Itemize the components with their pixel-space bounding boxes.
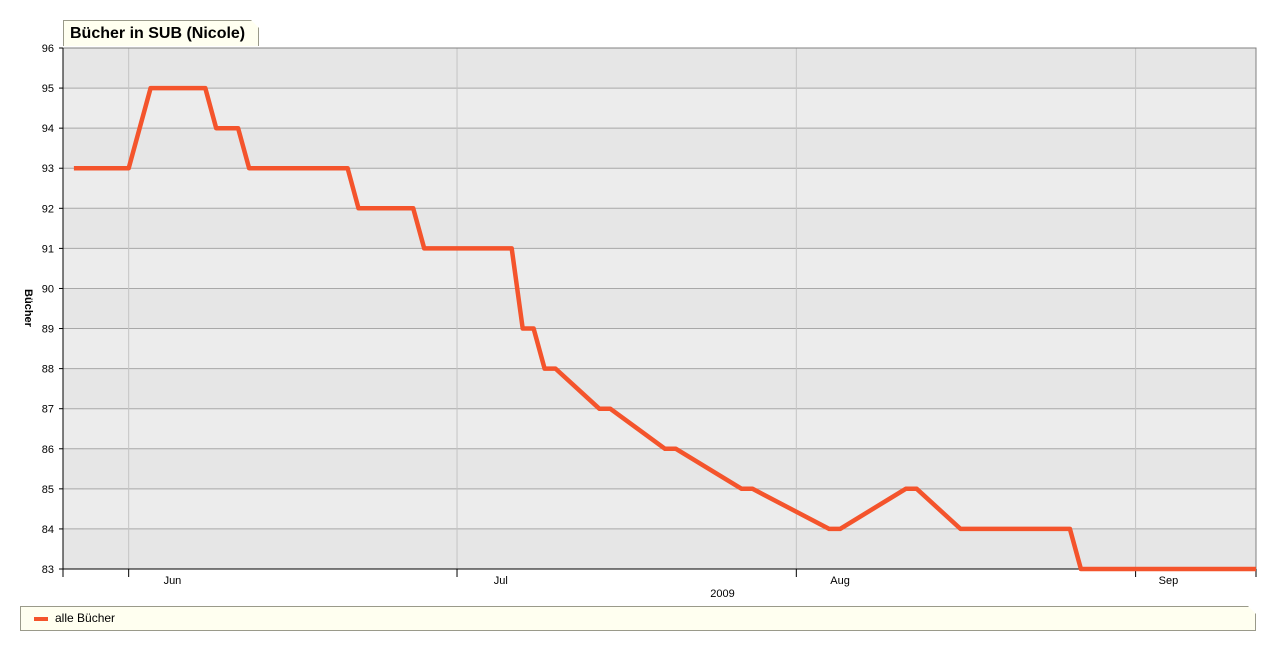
plot-band [63,328,1256,369]
y-tick-label: 90 [42,283,54,295]
y-tick-label: 85 [42,484,54,496]
plot-band [63,128,1256,169]
y-tick-label: 92 [42,203,54,215]
x-tick-label: Aug [830,575,850,587]
y-tick-label: 96 [42,43,54,55]
y-tick-label: 93 [42,163,54,175]
plot-band [63,488,1256,529]
y-tick-label: 86 [42,444,54,456]
y-axis: 83 84 85 86 87 88 89 90 91 92 93 94 95 96 [42,43,64,576]
y-tick-label: 84 [42,524,54,536]
y-tick-label: 83 [42,564,54,576]
plot-band [63,368,1256,409]
plot-band [63,48,1256,89]
x-tick-label: Jun [164,575,182,587]
chart-title-tab: Bücher in SUB (Nicole) [63,20,259,46]
legend: alle Bücher [20,606,1256,631]
plot-band [63,528,1256,569]
y-tick-label: 95 [42,83,54,95]
x-axis: Jun Jul Aug Sep 2009 [62,568,1257,600]
y-tick-label: 89 [42,324,54,336]
plot-band [63,168,1256,209]
y-tick-label: 88 [42,364,54,376]
legend-swatch-alle-buecher [34,617,48,621]
x-tick-label: Sep [1159,575,1179,587]
plot-band [63,248,1256,289]
y-tick-label: 94 [42,123,54,135]
legend-label-alle-buecher: alle Bücher [55,611,116,625]
chart-title: Bücher in SUB (Nicole) [70,25,246,42]
y-axis-label: Bücher [22,289,34,327]
series-line-alle-buecher [73,85,1256,572]
plot-band [63,208,1256,249]
x-axis-label: 2009 [710,588,734,600]
y-tick-label: 91 [42,243,54,255]
plot-band [63,88,1256,129]
plot-band [63,448,1256,489]
plot-band [63,288,1256,329]
series-layer [73,85,1256,572]
plot-bands [63,48,1256,569]
y-tick-label: 87 [42,404,54,416]
x-tick-label: Jul [494,575,508,587]
